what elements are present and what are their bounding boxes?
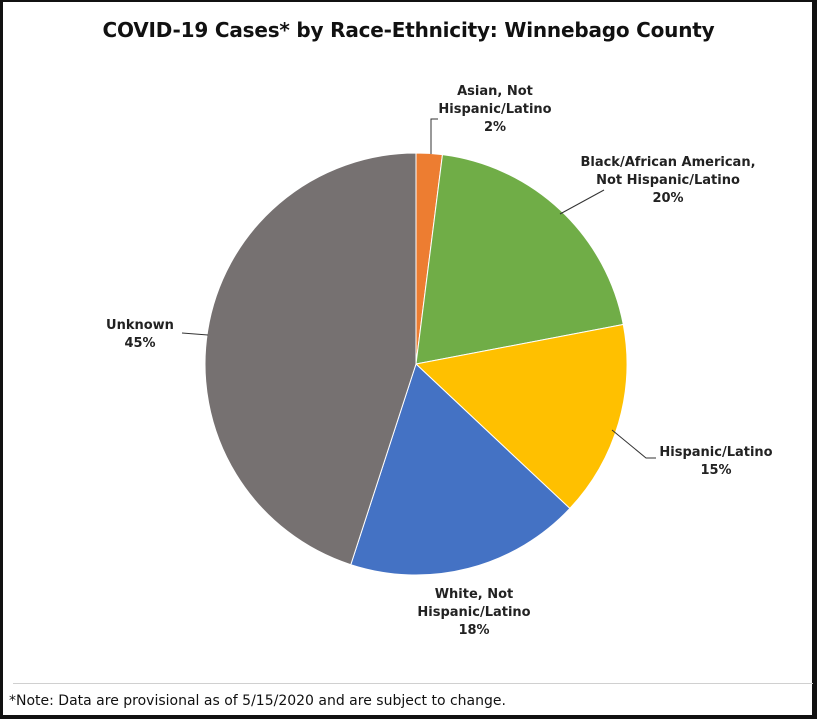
leader-line-0	[430, 118, 438, 154]
pie-slice-4	[204, 152, 417, 566]
leader-line-2	[611, 429, 656, 459]
slice-label-0: Asian, Not Hispanic/Latino 2%	[438, 84, 551, 135]
slice-label-2: Hispanic/Latino 15%	[659, 445, 772, 478]
footnote: *Note: Data are provisional as of 5/15/2…	[9, 693, 506, 709]
footer-divider	[13, 683, 813, 684]
pie-slice-3	[350, 363, 571, 576]
leader-line-4	[181, 332, 209, 336]
chart-title: COVID-19 Cases* by Race-Ethnicity: Winne…	[102, 18, 715, 42]
pie-slice-2	[414, 323, 628, 510]
slice-label-3: White, Not Hispanic/Latino 18%	[417, 587, 530, 638]
pie-slice-1	[415, 154, 624, 365]
leader-line-1	[559, 189, 605, 215]
slice-label-1: Black/African American, Not Hispanic/Lati…	[580, 155, 755, 206]
slice-label-4: Unknown 45%	[106, 318, 174, 351]
